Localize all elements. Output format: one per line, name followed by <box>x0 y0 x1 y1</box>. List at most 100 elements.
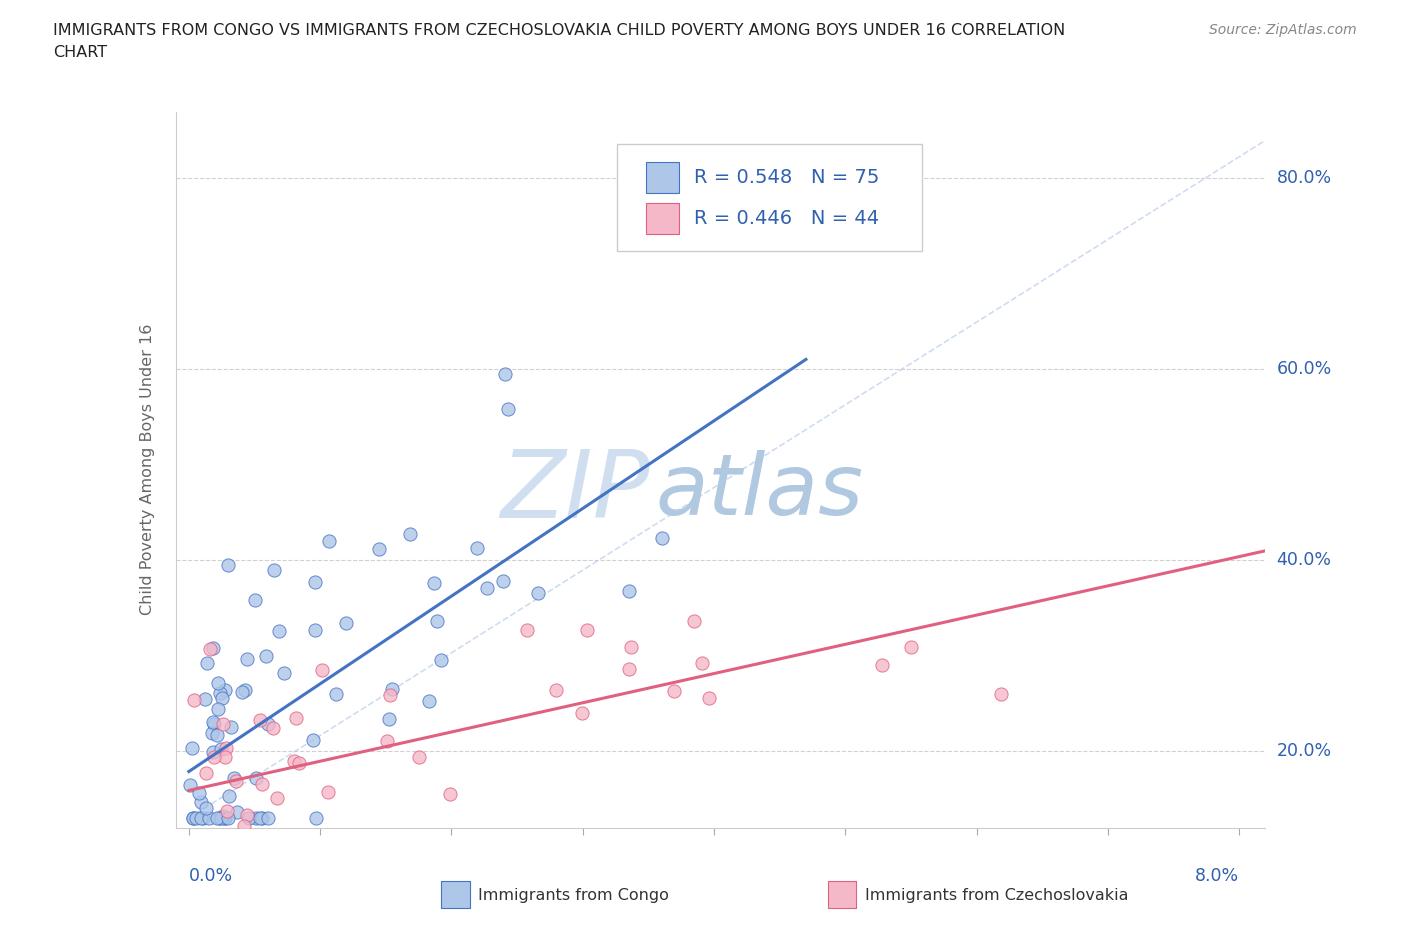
Text: Immigrants from Congo: Immigrants from Congo <box>478 888 669 903</box>
Point <box>202 750 225 764</box>
Point <box>201 641 224 656</box>
Point <box>236 808 259 823</box>
Point <box>209 742 232 757</box>
Point <box>465 540 488 555</box>
Y-axis label: Child Poverty Among Boys Under 16: Child Poverty Among Boys Under 16 <box>141 324 155 616</box>
Point <box>217 558 239 573</box>
Point <box>267 623 290 638</box>
Text: atlas: atlas <box>655 449 863 533</box>
Point <box>367 542 389 557</box>
Point <box>212 716 235 731</box>
Point <box>194 692 217 707</box>
Point <box>325 686 347 701</box>
Point <box>205 811 228 826</box>
Point <box>245 811 267 826</box>
Point <box>254 648 277 663</box>
Point <box>215 804 238 818</box>
Point <box>418 694 440 709</box>
Point <box>257 811 280 826</box>
Point <box>208 868 231 883</box>
Point <box>620 640 643 655</box>
Point <box>335 616 357 631</box>
Text: CHART: CHART <box>53 45 107 60</box>
Point <box>318 534 340 549</box>
Point <box>423 576 446 591</box>
Text: 60.0%: 60.0% <box>1277 361 1331 379</box>
Point <box>260 868 283 883</box>
Point <box>188 786 211 801</box>
Point <box>304 575 326 590</box>
Point <box>181 811 204 826</box>
Point <box>238 811 260 826</box>
Point <box>283 753 305 768</box>
Point <box>375 734 398 749</box>
Point <box>214 811 236 826</box>
Text: Source: ZipAtlas.com: Source: ZipAtlas.com <box>1209 23 1357 37</box>
Text: 8.0%: 8.0% <box>1195 867 1239 884</box>
Point <box>209 685 232 700</box>
Point <box>870 658 893 672</box>
Point <box>426 613 449 628</box>
Point <box>217 811 239 826</box>
Text: R = 0.446   N = 44: R = 0.446 N = 44 <box>695 209 880 228</box>
Point <box>207 675 229 690</box>
Point <box>195 656 218 671</box>
Point <box>205 727 228 742</box>
Point <box>399 526 422 541</box>
Point <box>697 690 720 705</box>
Point <box>212 808 235 823</box>
Point <box>900 639 922 654</box>
Point <box>187 868 209 883</box>
Text: 20.0%: 20.0% <box>1277 742 1331 761</box>
Point <box>249 811 271 826</box>
Point <box>475 580 498 595</box>
Point <box>204 839 226 854</box>
Point <box>576 622 599 637</box>
Point <box>492 573 515 588</box>
Point <box>378 711 401 726</box>
Point <box>218 789 240 804</box>
Point <box>233 683 256 698</box>
Point <box>195 843 218 857</box>
Point <box>262 721 284 736</box>
Point <box>311 662 333 677</box>
Point <box>257 717 280 732</box>
Point <box>183 693 205 708</box>
Point <box>179 778 201 793</box>
Point <box>243 592 266 607</box>
Point <box>191 843 214 857</box>
Point <box>214 811 236 826</box>
Point <box>266 790 288 805</box>
Point <box>430 652 453 667</box>
Point <box>651 530 673 545</box>
Point <box>380 688 402 703</box>
Point <box>526 585 548 600</box>
FancyBboxPatch shape <box>441 882 470 908</box>
Text: 80.0%: 80.0% <box>1277 169 1331 188</box>
Point <box>494 366 516 381</box>
Text: 0.0%: 0.0% <box>188 867 233 884</box>
Point <box>250 811 273 826</box>
Point <box>439 787 461 802</box>
Point <box>207 702 229 717</box>
Point <box>232 818 254 833</box>
Point <box>381 682 404 697</box>
Point <box>214 750 236 764</box>
Point <box>571 706 593 721</box>
Point <box>202 745 225 760</box>
Point <box>496 401 519 416</box>
Point <box>690 656 713 671</box>
Point <box>249 713 271 728</box>
Point <box>619 661 641 676</box>
Point <box>305 811 328 826</box>
Point <box>197 811 219 826</box>
FancyBboxPatch shape <box>647 162 679 193</box>
Point <box>304 623 326 638</box>
Point <box>209 811 232 826</box>
Point <box>202 714 225 729</box>
Point <box>316 785 339 800</box>
Point <box>682 614 704 629</box>
Point <box>186 811 208 826</box>
Point <box>194 765 217 780</box>
Point <box>191 811 214 826</box>
